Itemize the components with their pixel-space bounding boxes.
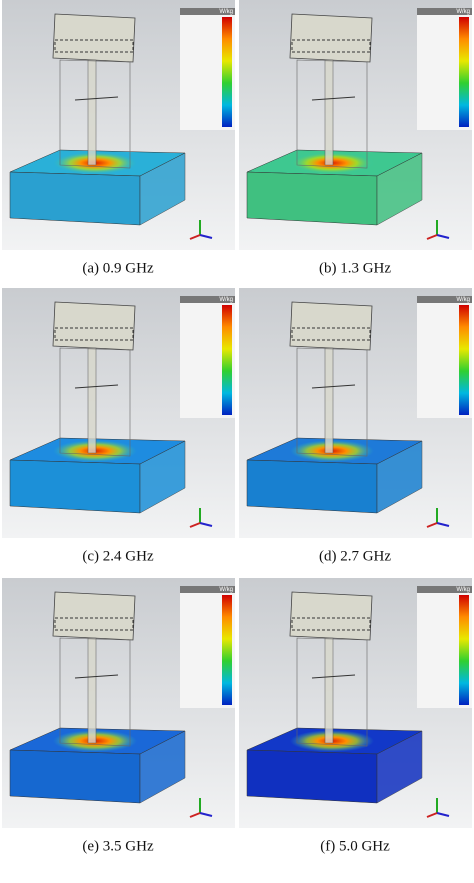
axis-icon [426, 522, 438, 528]
box-side [139, 730, 186, 804]
colorbar-head [180, 8, 235, 15]
box-front [246, 459, 378, 514]
caption: (b) 1.3 GHz [319, 260, 391, 276]
substrate [59, 637, 131, 747]
box-side [139, 152, 186, 226]
antenna-plate [52, 591, 136, 641]
antenna-plate [289, 301, 373, 351]
antenna-plate [52, 301, 136, 351]
panel: W/kg (f) 5.0 GHz [239, 578, 472, 854]
panel: W/kg (e) 3.5 GHz [2, 578, 235, 854]
box-side [376, 730, 423, 804]
colorbar [459, 17, 469, 127]
colorbar [222, 17, 232, 127]
substrate [296, 637, 368, 747]
substrate [296, 347, 368, 457]
element [311, 96, 356, 101]
colorbar-unit: W/kg [456, 587, 470, 593]
panel: W/kg (c) 2.4 GHz [2, 288, 235, 564]
element [74, 96, 119, 101]
antenna-feed [324, 347, 334, 454]
substrate [296, 59, 368, 169]
colorbar-head [180, 586, 235, 593]
antenna-feed [87, 347, 97, 454]
axis-icon [426, 234, 438, 240]
box-front [246, 749, 378, 804]
axis-icon [426, 812, 438, 818]
colorbar-unit: W/kg [219, 587, 233, 593]
panel: W/kg (d) 2.7 GHz [239, 288, 472, 564]
colorbar-head [417, 586, 472, 593]
box-side [139, 440, 186, 514]
element [74, 674, 119, 679]
antenna-plate [289, 591, 373, 641]
box-front [9, 749, 141, 804]
substrate [59, 59, 131, 169]
axis-icon [189, 812, 201, 818]
caption: (c) 2.4 GHz [82, 548, 154, 564]
box-side [376, 152, 423, 226]
antenna-feed [324, 637, 334, 744]
axis-icon [199, 234, 213, 239]
caption: (d) 2.7 GHz [319, 548, 391, 564]
antenna-plate [289, 13, 373, 63]
box-side [376, 440, 423, 514]
antenna-feed [87, 637, 97, 744]
panel: W/kg (a) 0.9 GHz [2, 0, 235, 276]
caption: (e) 3.5 GHz [82, 838, 154, 854]
colorbar [459, 305, 469, 415]
caption: (a) 0.9 GHz [82, 260, 154, 276]
colorbar [222, 305, 232, 415]
panel: W/kg (b) 1.3 GHz [239, 0, 472, 276]
element [311, 674, 356, 679]
colorbar [222, 595, 232, 705]
axis-icon [436, 234, 450, 239]
colorbar-unit: W/kg [219, 297, 233, 303]
caption: (f) 5.0 GHz [320, 838, 390, 854]
colorbar-head [180, 296, 235, 303]
element [311, 384, 356, 389]
element [74, 384, 119, 389]
axis-icon [199, 522, 213, 527]
axis-icon [189, 234, 201, 240]
colorbar-head [417, 296, 472, 303]
colorbar-unit: W/kg [456, 297, 470, 303]
box-front [246, 171, 378, 226]
antenna-plate [52, 13, 136, 63]
colorbar-unit: W/kg [219, 9, 233, 15]
axis-icon [436, 812, 450, 817]
colorbar-head [417, 8, 472, 15]
axis-icon [436, 522, 450, 527]
colorbar-unit: W/kg [456, 9, 470, 15]
axis-icon [199, 812, 213, 817]
box-front [9, 459, 141, 514]
antenna-feed [324, 59, 334, 166]
colorbar [459, 595, 469, 705]
axis-icon [189, 522, 201, 528]
antenna-feed [87, 59, 97, 166]
box-front [9, 171, 141, 226]
substrate [59, 347, 131, 457]
